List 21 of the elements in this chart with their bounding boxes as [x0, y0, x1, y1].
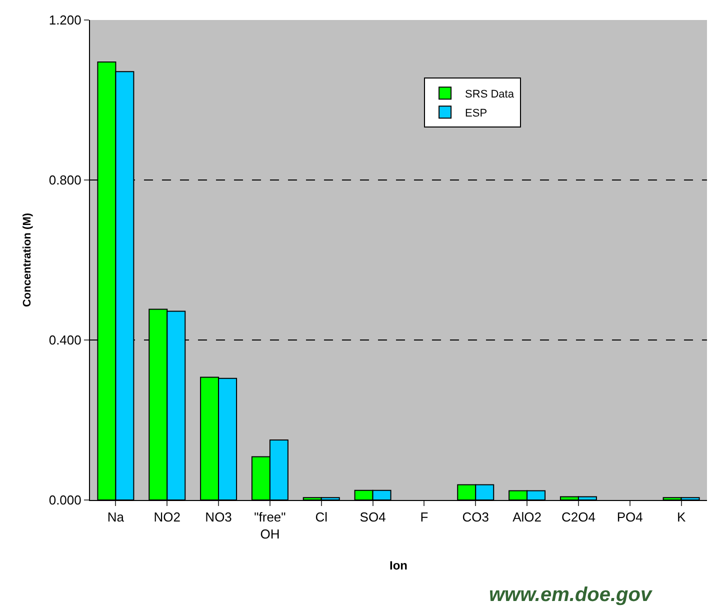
y-tick-label: 1.200 — [48, 12, 82, 28]
x-tick-label: Na — [107, 510, 125, 525]
text: www.em.doe.gov — [489, 584, 654, 606]
y-axis-title: Concentration (M) — [22, 212, 34, 308]
x-tick-label: F — [420, 510, 428, 525]
x-tick-label: K — [676, 510, 686, 525]
y-tick-label: 0.400 — [48, 332, 82, 348]
y-tick-label: 0.000 — [48, 492, 82, 508]
x-tick-label: AlO2 — [512, 510, 542, 525]
x-axis-title: Ion — [390, 558, 408, 572]
x-tick-label: CO3 — [462, 510, 489, 525]
x-tick-label: Cl — [315, 510, 328, 525]
y-tick-label: 0.800 — [48, 172, 82, 188]
x-tick-label: C2O4 — [561, 510, 596, 525]
x-tick-label: NO3 — [205, 510, 232, 525]
x-tick-label: PO4 — [616, 510, 643, 525]
legend-label: ESP — [465, 107, 488, 120]
x-tick-label: SO4 — [360, 510, 386, 525]
x-tick-label: "free" OH — [254, 510, 286, 542]
x-tick-label: NO2 — [154, 510, 180, 525]
legend-label: SRS Data — [465, 88, 515, 100]
